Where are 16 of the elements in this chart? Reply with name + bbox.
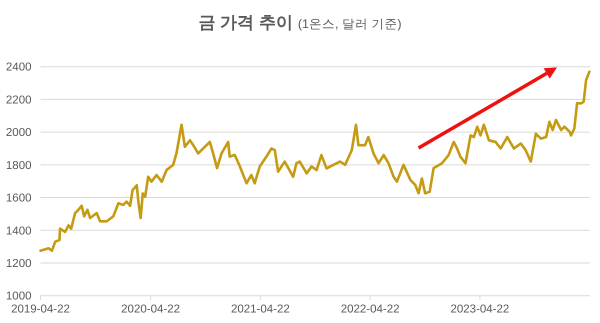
chart-title: 금 가격 추이 <box>198 13 293 32</box>
y-tick-label: 2000 <box>6 127 32 140</box>
y-tick-label: 1800 <box>6 160 32 172</box>
y-tick-label: 1200 <box>6 258 32 270</box>
y-tick-label: 2200 <box>6 94 32 106</box>
y-tick-label: 1600 <box>6 192 32 205</box>
y-tick-label: 1000 <box>6 290 32 303</box>
y-tick-label: 1400 <box>6 225 32 238</box>
x-tick-label: 2019-04-22 <box>11 304 70 316</box>
line-series <box>39 70 591 252</box>
x-tick-label: 2023-04-22 <box>450 304 510 316</box>
chart-subtitle: (1온스, 달러 기준) <box>298 17 402 31</box>
x-tick-label: 2021-04-22 <box>230 304 290 316</box>
x-tick-label: 2022-04-22 <box>340 304 400 316</box>
y-tick-label: 2400 <box>6 62 32 74</box>
x-tick-label: 2020-04-22 <box>121 304 180 316</box>
